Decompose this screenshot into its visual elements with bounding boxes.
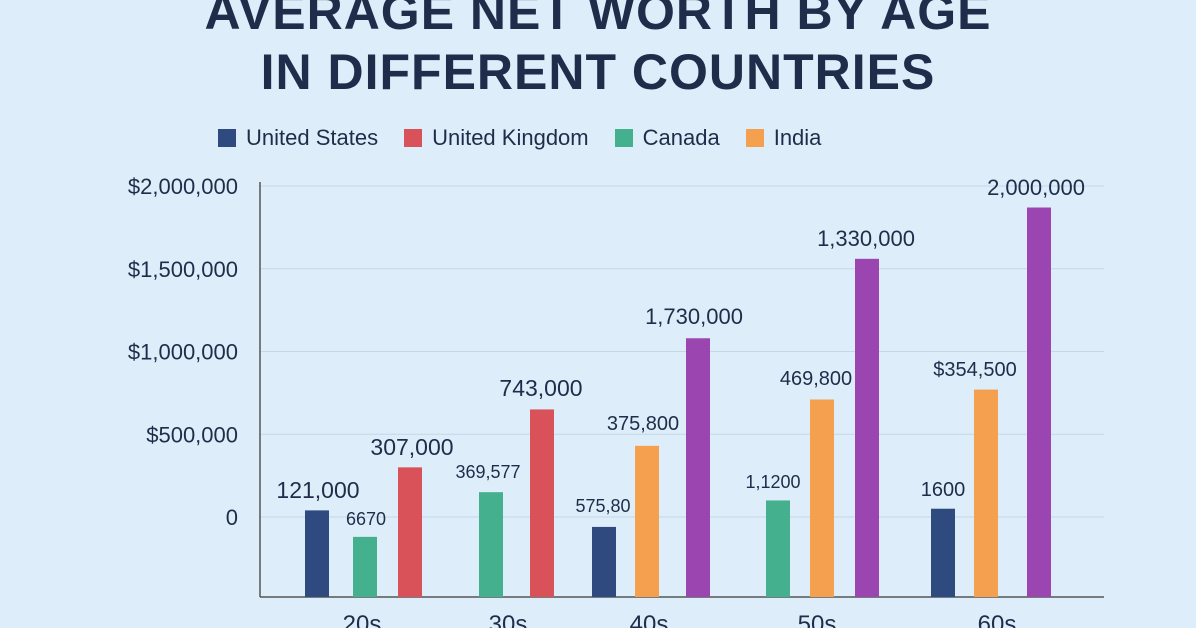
data-label: 121,000 bbox=[276, 477, 359, 503]
bar-60s-3 bbox=[1027, 207, 1051, 597]
y-tick-label: $2,000,000 bbox=[128, 174, 238, 199]
legend-swatch bbox=[745, 129, 764, 147]
bar-40s-3 bbox=[686, 338, 710, 597]
bar-20s-3 bbox=[398, 467, 422, 597]
bar-50s-3 bbox=[855, 258, 879, 597]
chart-legend: United States United Kingdom Canada Indi… bbox=[218, 123, 847, 153]
x-tick-label: 30s bbox=[489, 611, 528, 628]
legend-label: India bbox=[773, 125, 822, 150]
chart-title-line-1: AVERAGE NET WORTH BY AGE bbox=[204, 0, 992, 40]
y-tick-label: $1,000,000 bbox=[128, 340, 238, 365]
data-label: 743,000 bbox=[499, 375, 582, 401]
bar-40s-1 bbox=[592, 526, 616, 597]
data-label: 2,000,000 bbox=[987, 175, 1085, 200]
legend-swatch bbox=[218, 129, 236, 147]
bar-40s-2 bbox=[635, 445, 659, 597]
legend-item-united-states: United States bbox=[218, 125, 378, 151]
data-label: 469,800 bbox=[780, 368, 852, 390]
bar-50s-2 bbox=[810, 399, 834, 597]
y-tick-labels: $2,000,000 $1,500,000 $1,000,000 $500,000 0 bbox=[128, 174, 238, 530]
x-tick-label: 20s bbox=[343, 611, 382, 628]
data-label: $354,500 bbox=[933, 359, 1016, 381]
bar-60s-1 bbox=[931, 508, 955, 597]
legend-label: United States bbox=[246, 125, 379, 150]
data-label: 1,730,000 bbox=[645, 304, 743, 329]
x-tick-label: 50s bbox=[798, 611, 837, 628]
legend-item-canada: Canada bbox=[614, 125, 720, 151]
bar-50s-1 bbox=[766, 500, 790, 597]
data-label: 375,800 bbox=[607, 413, 679, 435]
bars bbox=[305, 207, 1051, 597]
y-tick-label: $1,500,000 bbox=[128, 257, 238, 282]
legend-label: United Kingdom bbox=[432, 125, 589, 150]
data-label: 1,330,000 bbox=[817, 226, 915, 251]
y-tick-label: 0 bbox=[226, 505, 238, 530]
bar-30s-2 bbox=[530, 409, 554, 597]
legend-swatch bbox=[614, 129, 633, 147]
y-tick-label: $500,000 bbox=[146, 422, 238, 447]
data-label: 1600 bbox=[921, 479, 966, 501]
bar-30s-1 bbox=[479, 492, 503, 597]
bar-20s-1 bbox=[305, 510, 329, 597]
data-label: 307,000 bbox=[370, 434, 453, 460]
chart-title-line-2: IN DIFFERENT COUNTRIES bbox=[260, 44, 936, 100]
x-tick-label: 40s bbox=[630, 611, 669, 628]
bar-20s-2 bbox=[353, 536, 377, 597]
data-label: 1,1200 bbox=[745, 472, 800, 492]
x-tick-labels: 20s 30s 40s 50s 60s bbox=[343, 611, 1017, 628]
legend-swatch bbox=[404, 129, 423, 147]
legend-item-india: India bbox=[745, 125, 822, 151]
data-label: 6670 bbox=[346, 509, 386, 529]
legend-label: Canada bbox=[642, 125, 720, 150]
data-label: 369,577 bbox=[455, 462, 520, 482]
legend-item-united-kingdom: United Kingdom bbox=[404, 125, 589, 151]
x-tick-label: 60s bbox=[978, 611, 1017, 628]
data-label: 575,80 bbox=[575, 496, 630, 516]
bar-60s-2 bbox=[974, 389, 998, 597]
